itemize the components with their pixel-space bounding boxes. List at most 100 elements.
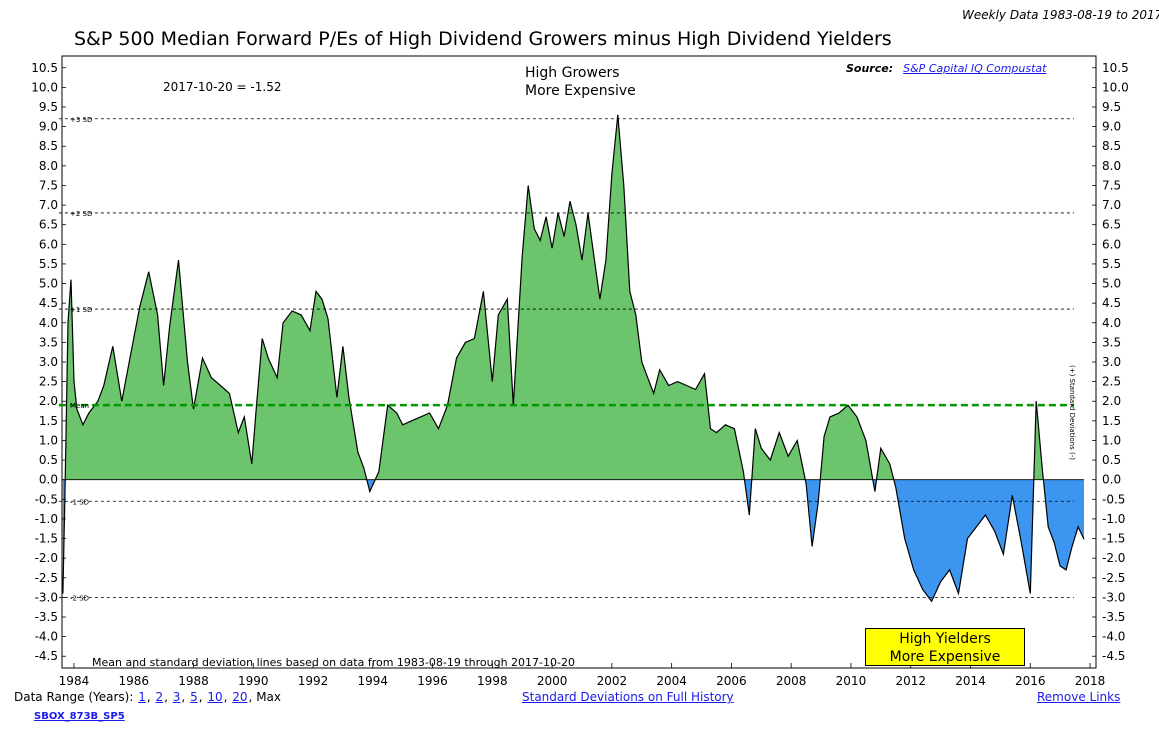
positive-area: [62, 114, 1084, 480]
growers-line-1: High Growers: [525, 65, 620, 81]
y-tick-label-right: 10.5: [1102, 61, 1129, 75]
chart-title: S&P 500 Median Forward P/Es of High Divi…: [74, 28, 892, 50]
x-tick-label: 2004: [656, 674, 687, 688]
y-tick-label-right: 6.0: [1102, 237, 1121, 251]
y-tick-label-left: -4.5: [35, 649, 58, 663]
y-tick-label-right: 0.5: [1102, 453, 1121, 467]
data-range-label: Data Range (Years):: [14, 690, 134, 704]
y-tick-label-left: 6.0: [39, 237, 58, 251]
x-tick-label: 2014: [955, 674, 986, 688]
y-axis-left: 10.5 10.0 9.5 9.0 8.5 8.0 7.5 7.0 6.5 6.0 5.5 5.0 4.…: [31, 61, 66, 663]
x-tick-label: 1988: [178, 674, 209, 688]
y-tick-label-left: -4.0: [35, 630, 58, 644]
y-tick-label-right: -4.5: [1102, 649, 1125, 663]
sd-full-history-link[interactable]: Standard Deviations on Full History: [522, 690, 734, 704]
x-tick-label: 2006: [716, 674, 747, 688]
growers-line-2: More Expensive: [525, 83, 636, 99]
x-tick-label: 1998: [477, 674, 508, 688]
y-tick-label-right: 6.5: [1102, 218, 1121, 232]
y-tick-label-left: 6.5: [39, 218, 58, 232]
y-tick-label-left: 4.5: [39, 296, 58, 310]
y-tick-label-left: 2.0: [39, 394, 58, 408]
date-range: Weekly Data 1983-08-19 to 2017-10-20: [962, 8, 1159, 22]
y-tick-label-right: -3.5: [1102, 610, 1125, 624]
y-tick-label-right: 4.0: [1102, 316, 1121, 330]
x-tick-label: 2016: [1015, 674, 1046, 688]
y-tick-label-left: -3.0: [35, 590, 58, 604]
range-option-3[interactable]: 3: [172, 690, 181, 704]
range-option-1[interactable]: 1: [138, 690, 146, 704]
x-tick-label: 1992: [298, 674, 329, 688]
x-tick-label: 1996: [417, 674, 448, 688]
y-tick-label-right: 9.0: [1102, 120, 1121, 134]
range-option-10[interactable]: 10: [207, 690, 223, 704]
y-tick-label-left: -1.0: [35, 512, 58, 526]
y-tick-label-left: 5.0: [39, 277, 58, 291]
series-line: [62, 114, 1085, 603]
area-fills: [62, 114, 1084, 602]
y-tick-label-left: 4.0: [39, 316, 58, 330]
y-tick-label-right: 0.0: [1102, 473, 1121, 487]
y-tick-label-right: -2.0: [1102, 551, 1125, 565]
reference-label: Mean: [70, 402, 89, 410]
reference-label: +1 SD: [70, 306, 92, 314]
y-tick-label-left: 3.5: [39, 335, 58, 349]
y-tick-label-left: 10.5: [31, 61, 58, 75]
y-tick-label-left: 0.5: [39, 453, 58, 467]
y-tick-label-right: 5.0: [1102, 277, 1121, 291]
y-tick-label-left: -0.5: [35, 492, 58, 506]
range-option-2[interactable]: 2: [155, 690, 164, 704]
growers-annotation: High Growers More Expensive: [525, 64, 636, 100]
series-code-link[interactable]: SBOX_873B_SP5: [34, 711, 125, 722]
y-tick-label-left: 5.5: [39, 257, 58, 271]
footnote: Mean and standard deviation lines based …: [92, 656, 575, 669]
reference-label: -1 SD: [70, 498, 89, 506]
y-tick-label-left: 8.5: [39, 139, 58, 153]
y-tick-label-left: 9.0: [39, 120, 58, 134]
x-tick-label: 2002: [597, 674, 628, 688]
y-tick-label-right: 8.5: [1102, 139, 1121, 153]
yielders-line-2: More Expensive: [889, 649, 1001, 665]
y-tick-label-right: 1.5: [1102, 414, 1121, 428]
source-link[interactable]: S&P Capital IQ Compustat: [903, 62, 1047, 75]
y-tick-label-left: 10.0: [31, 80, 58, 94]
reference-label: -2 SD: [70, 594, 89, 602]
range-option-20[interactable]: 20: [232, 690, 248, 704]
y-tick-label-right: -2.5: [1102, 571, 1125, 585]
negative-area: [62, 479, 1084, 602]
x-tick-label: 2010: [836, 674, 867, 688]
x-tick-label: 1990: [238, 674, 269, 688]
reference-label: +2 SD: [70, 210, 92, 218]
x-tick-label: 2000: [537, 674, 568, 688]
range-option-5[interactable]: 5: [190, 690, 198, 704]
data-range-selector: Data Range (Years): 1, 2, 3, 5, 10, 20, …: [14, 690, 281, 704]
x-tick-label: 2018: [1075, 674, 1106, 688]
y-tick-label-right: 4.5: [1102, 296, 1121, 310]
y-tick-label-right: 3.0: [1102, 355, 1121, 369]
y-tick-label-left: 9.5: [39, 100, 58, 114]
x-tick-label: 2012: [895, 674, 926, 688]
y-tick-label-left: 3.0: [39, 355, 58, 369]
x-axis: 1984 1986 1988 1990 1992 1994 1996 1998 2000 2002…: [59, 663, 1106, 688]
y-tick-label-left: 8.0: [39, 159, 58, 173]
x-tick-label: 1984: [59, 674, 90, 688]
y-tick-label-left: 1.0: [39, 433, 58, 447]
y-tick-label-right: 3.5: [1102, 335, 1121, 349]
y-tick-label-right: -4.0: [1102, 630, 1125, 644]
y-tick-label-right: 7.5: [1102, 178, 1121, 192]
y-tick-label-left: -2.5: [35, 571, 58, 585]
y-tick-label-right: 8.0: [1102, 159, 1121, 173]
y-tick-label-left: -2.0: [35, 551, 58, 565]
y-tick-label-left: -1.5: [35, 532, 58, 546]
y-tick-label-left: 0.0: [39, 473, 58, 487]
series-line-group: [62, 114, 1085, 603]
y-tick-label-right: 1.0: [1102, 433, 1121, 447]
y-tick-label-left: -3.5: [35, 610, 58, 624]
yielders-annotation-box: High Yielders More Expensive: [865, 628, 1025, 666]
y-tick-label-right: 2.5: [1102, 375, 1121, 389]
reference-lines: +3 SD +2 SD +1 SD Mean -1 SD -2 SD: [58, 116, 1074, 602]
yielders-line-1: High Yielders: [899, 631, 991, 647]
y-tick-label-right: -0.5: [1102, 492, 1125, 506]
remove-links-link[interactable]: Remove Links: [1037, 690, 1121, 704]
